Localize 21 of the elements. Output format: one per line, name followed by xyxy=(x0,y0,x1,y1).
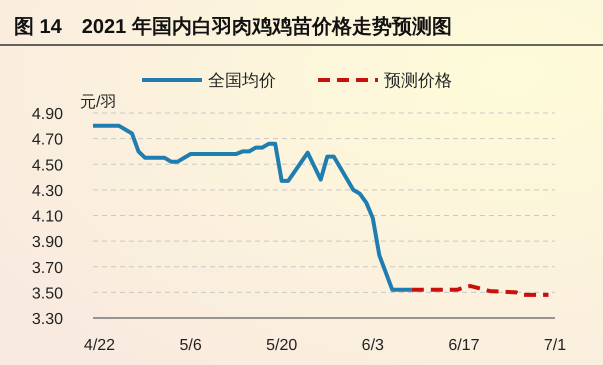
y-tick-label: 4.70 xyxy=(32,132,64,149)
legend-label: 预测价格 xyxy=(384,71,452,90)
y-tick-label: 3.70 xyxy=(32,260,64,277)
x-tick-label: 4/22 xyxy=(84,337,116,354)
y-axis-title: 元/羽 xyxy=(80,94,116,111)
y-tick-label: 3.30 xyxy=(32,311,64,328)
x-tick-label: 6/3 xyxy=(362,337,384,354)
y-tick-label: 4.10 xyxy=(32,208,64,226)
line-series xyxy=(91,124,414,292)
y-tick-label: 3.90 xyxy=(32,234,64,252)
legend-label: 全国均价 xyxy=(208,71,276,90)
y-tick-label: 3.50 xyxy=(32,285,64,302)
y-tick-label: 4.50 xyxy=(32,157,64,174)
line-series xyxy=(410,284,550,297)
y-tick-label: 4.90 xyxy=(32,106,64,123)
y-tick-label: 4.30 xyxy=(32,182,64,200)
x-tick-label: 5/20 xyxy=(266,337,298,354)
chart-title: 图 14 2021 年国内白羽肉鸡鸡苗价格走势预测图 xyxy=(14,16,452,38)
x-tick-label: 6/17 xyxy=(448,337,480,354)
x-tick-label: 5/6 xyxy=(179,337,202,354)
x-tick-label: 7/1 xyxy=(544,337,566,354)
